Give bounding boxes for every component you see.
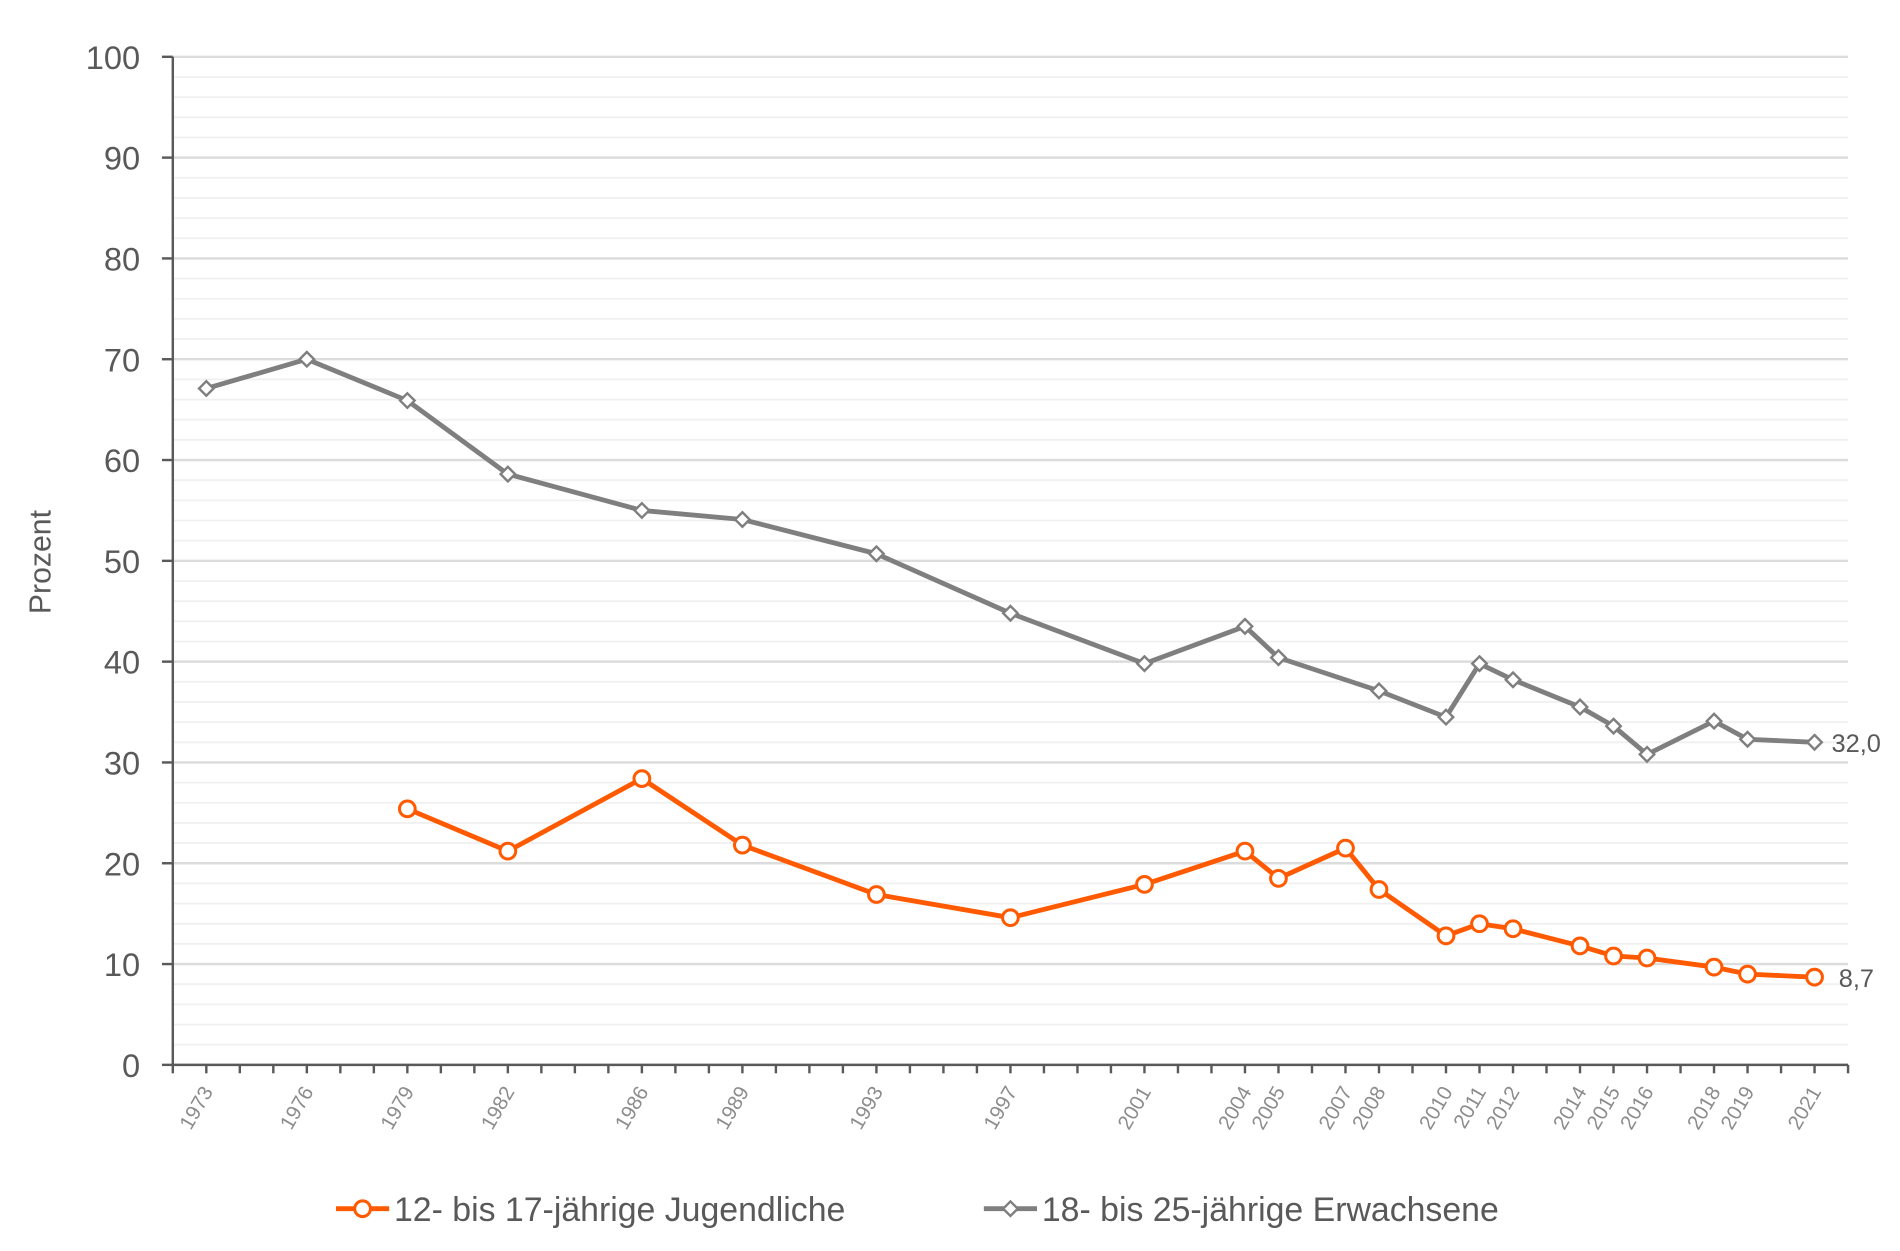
x-tick-label: 2019 — [1716, 1082, 1759, 1133]
y-tick-label: 20 — [104, 845, 140, 882]
x-tick-label: 2016 — [1616, 1082, 1659, 1133]
data-point — [1001, 908, 1020, 928]
data-point — [397, 799, 417, 819]
y-tick-label: 80 — [104, 241, 140, 278]
data-point — [1135, 654, 1154, 673]
data-point — [1269, 648, 1288, 667]
data-point — [632, 769, 652, 788]
data-point — [1436, 926, 1456, 946]
y-axis-label: Prozent — [25, 509, 58, 614]
series-layer: 32,0 8,7 — [197, 350, 1881, 993]
y-tick-labels: 0 10 20 30 40 50 60 70 80 90 100 — [86, 39, 140, 1084]
series-jugendliche: 8,7 — [397, 769, 1874, 993]
data-point — [867, 544, 886, 563]
data-point — [1637, 948, 1657, 968]
x-tick-label: 2018 — [1683, 1082, 1726, 1133]
legend-label: 12- bis 17-jährige Jugendliche — [394, 1191, 845, 1229]
series-erwachsene: 32,0 — [197, 350, 1881, 764]
data-point — [733, 510, 752, 529]
data-point — [1638, 745, 1656, 764]
data-point — [197, 379, 216, 398]
legend-marker-icon — [1001, 1199, 1020, 1218]
data-point — [1001, 604, 1020, 623]
data-point — [1705, 712, 1724, 731]
data-point — [1269, 869, 1288, 888]
data-point — [1571, 698, 1589, 716]
data-point — [1704, 957, 1724, 977]
x-tick-label: 2015 — [1582, 1082, 1625, 1133]
y-tick-label: 90 — [104, 140, 140, 177]
x-tick-label: 1997 — [979, 1082, 1022, 1133]
series-line — [406, 776, 1815, 980]
data-point — [1235, 841, 1255, 861]
x-tick-label: 2021 — [1783, 1082, 1826, 1133]
x-tick-label: 1979 — [376, 1082, 419, 1133]
data-point — [1470, 654, 1489, 673]
x-tick-label: 1973 — [175, 1082, 218, 1133]
y-tick-label: 50 — [104, 543, 140, 580]
x-tick-label: 2012 — [1482, 1082, 1525, 1133]
data-point — [1738, 964, 1757, 984]
data-point — [632, 501, 651, 520]
x-tick-label: 2008 — [1348, 1082, 1391, 1133]
data-point — [1604, 946, 1623, 966]
legend-item: 18- bis 25-jährige Erwachsene — [983, 1191, 1499, 1229]
data-point — [498, 841, 518, 861]
legend-marker-icon — [353, 1199, 372, 1219]
x-tick-label: 1993 — [845, 1082, 888, 1133]
x-tick-label: 2014 — [1549, 1082, 1592, 1133]
data-point — [1604, 717, 1623, 736]
data-point — [1504, 670, 1522, 689]
legend: 12- bis 17-jährige Jugendliche 18- bis 25… — [335, 1191, 1499, 1229]
data-point — [1805, 733, 1824, 752]
series-line — [205, 356, 1815, 757]
x-tick-label: 2005 — [1247, 1082, 1290, 1133]
x-tick-label: 2010 — [1415, 1082, 1458, 1133]
data-point — [1738, 730, 1757, 749]
y-tick-label: 0 — [122, 1047, 140, 1084]
data-point — [398, 391, 417, 410]
axes — [161, 55, 1850, 1074]
end-value-label: 32,0 — [1831, 730, 1880, 758]
data-point — [1369, 880, 1389, 899]
x-tick-label: 2007 — [1314, 1082, 1357, 1133]
data-point — [1437, 708, 1455, 727]
y-tick-label: 10 — [104, 946, 140, 983]
data-point — [1336, 838, 1355, 858]
y-tick-label: 70 — [104, 341, 140, 378]
end-value-label: 8,7 — [1839, 965, 1874, 993]
data-point — [1805, 967, 1824, 987]
x-tick-label: 1976 — [276, 1082, 319, 1133]
x-tick-label: 1982 — [477, 1082, 520, 1133]
y-tick-label: 100 — [86, 39, 140, 76]
legend-item: 12- bis 17-jährige Jugendliche — [335, 1191, 845, 1229]
x-tick-labels: 1973 1976 1979 1982 1986 1989 1993 1997 2001 2004… — [175, 1082, 1826, 1133]
data-point — [1470, 914, 1489, 934]
y-tick-label: 60 — [104, 442, 140, 479]
data-point — [1503, 919, 1523, 939]
data-point — [1135, 875, 1154, 894]
legend-label: 18- bis 25-jährige Erwachsene — [1042, 1191, 1499, 1229]
data-point — [498, 465, 517, 484]
x-tick-label: 2001 — [1113, 1082, 1156, 1133]
data-point — [297, 350, 316, 369]
gridlines — [172, 55, 1849, 1046]
y-tick-label: 30 — [104, 745, 140, 782]
data-point — [867, 885, 886, 904]
data-point — [1570, 936, 1590, 956]
x-tick-label: 1986 — [611, 1082, 654, 1133]
data-point — [733, 835, 752, 855]
data-point — [1236, 617, 1254, 636]
x-tick-label: 2004 — [1214, 1082, 1257, 1133]
y-tick-label: 40 — [104, 644, 140, 681]
data-point — [1370, 681, 1388, 700]
x-tick-label: 1989 — [711, 1082, 754, 1133]
